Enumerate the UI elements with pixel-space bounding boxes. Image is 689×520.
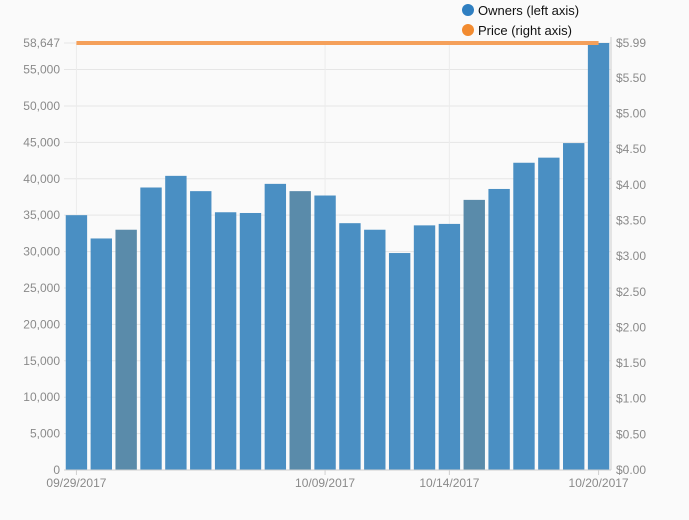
bar — [513, 162, 535, 470]
legend-item-price[interactable]: Price (right axis) — [462, 20, 579, 40]
right-tick-label: $3.00 — [616, 249, 646, 263]
right-tick-label: $4.00 — [616, 178, 646, 192]
left-tick-label: 50,000 — [23, 99, 60, 113]
left-tick-label: 30,000 — [23, 245, 60, 259]
x-tick-label: 10/14/2017 — [419, 476, 479, 490]
left-tick-label: 25,000 — [23, 281, 60, 295]
bar — [90, 238, 112, 470]
bar — [214, 212, 237, 470]
right-tick-label: $2.00 — [616, 320, 646, 334]
right-tick-label: $3.50 — [616, 214, 646, 228]
right-tick-label: $0.00 — [616, 463, 646, 477]
bar — [587, 43, 610, 470]
right-tick-label: $4.50 — [616, 142, 646, 156]
left-tick-label: 35,000 — [23, 208, 60, 222]
bar — [388, 253, 411, 470]
x-tick-label: 10/09/2017 — [295, 476, 355, 490]
legend-item-owners[interactable]: Owners (left axis) — [462, 0, 579, 20]
right-tick-label: $5.50 — [616, 71, 646, 85]
x-tick-label: 09/29/2017 — [46, 476, 106, 490]
left-tick-label: 40,000 — [23, 172, 60, 186]
bar — [165, 175, 187, 470]
bar — [438, 223, 461, 470]
bar — [140, 187, 162, 470]
bar — [264, 183, 287, 470]
legend-swatch-price — [462, 24, 474, 36]
legend: Owners (left axis) Price (right axis) — [462, 0, 579, 40]
left-tick-label: 55,000 — [23, 63, 60, 77]
left-tick-label: 0 — [53, 463, 60, 477]
bar — [314, 195, 336, 470]
left-tick-label: 15,000 — [23, 354, 60, 368]
legend-label-price: Price (right axis) — [478, 22, 572, 38]
left-tick-label: 5,000 — [30, 427, 60, 441]
left-tick-label: 45,000 — [23, 135, 60, 149]
right-tick-label: $5.00 — [616, 107, 646, 121]
left-tick-label: 20,000 — [23, 317, 60, 331]
right-tick-label: $0.50 — [616, 427, 646, 441]
bar — [115, 229, 137, 470]
legend-label-owners: Owners (left axis) — [478, 2, 580, 18]
bar — [339, 223, 361, 470]
legend-swatch-owners — [462, 4, 474, 16]
bar — [488, 188, 510, 470]
left-tick-label: 58,647 — [23, 36, 60, 50]
right-tick-label: $1.00 — [616, 392, 646, 406]
bar — [65, 215, 88, 470]
bar — [364, 229, 386, 470]
bar — [463, 199, 485, 470]
bar — [413, 225, 436, 470]
right-tick-label: $5.99 — [616, 36, 646, 50]
right-tick-label: $2.50 — [616, 285, 646, 299]
bar — [239, 212, 262, 470]
bar — [538, 157, 560, 470]
right-tick-label: $1.50 — [616, 356, 646, 370]
bar — [563, 143, 585, 470]
bar — [289, 191, 311, 471]
bar — [190, 191, 212, 471]
left-tick-label: 10,000 — [23, 390, 60, 404]
x-tick-label: 10/20/2017 — [569, 476, 629, 490]
